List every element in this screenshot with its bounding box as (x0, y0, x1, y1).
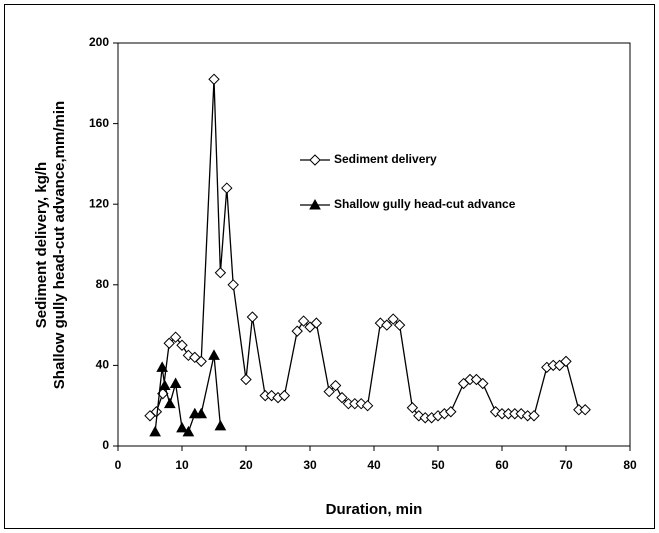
marker (310, 317, 323, 329)
legend-marker (309, 198, 321, 210)
marker (381, 319, 393, 331)
marker (291, 325, 303, 337)
marker (176, 339, 188, 351)
marker (195, 407, 208, 419)
marker (579, 404, 591, 416)
marker (393, 319, 406, 331)
x-tick-label: 10 (175, 458, 189, 472)
marker (208, 73, 220, 85)
marker (560, 355, 572, 368)
frame (4, 4, 655, 529)
y-tick-label: 80 (96, 277, 110, 291)
y-tick-label: 200 (89, 35, 109, 49)
x-tick-label: 40 (367, 458, 381, 472)
x-tick-label: 20 (239, 458, 253, 472)
y-axis-title: Sediment delivery, kg/h (33, 162, 50, 328)
legend-marker (309, 154, 321, 166)
x-tick-label: 60 (495, 458, 509, 472)
marker (361, 399, 374, 412)
x-tick-label: 50 (431, 458, 445, 472)
y-tick-label: 40 (96, 358, 110, 372)
marker (149, 425, 161, 437)
marker (163, 337, 175, 349)
y-tick-label: 160 (89, 116, 109, 130)
marker (406, 402, 419, 414)
marker (323, 385, 335, 398)
marker (329, 379, 342, 392)
y-tick-label: 120 (89, 196, 109, 210)
marker (169, 377, 182, 389)
marker (278, 389, 291, 402)
y-axis-title: Shallow gully head-cut advance,mm/min (51, 101, 68, 389)
marker (221, 182, 233, 194)
marker (158, 379, 171, 391)
y-tick-label: 0 (102, 438, 109, 452)
x-tick-label: 80 (623, 458, 637, 472)
marker (477, 377, 489, 390)
marker (227, 279, 239, 291)
marker (445, 406, 457, 418)
marker (297, 315, 310, 327)
marker (214, 267, 227, 279)
marker (156, 361, 169, 372)
x-tick-label: 30 (303, 458, 317, 472)
marker (182, 425, 195, 437)
marker (387, 313, 399, 325)
x-axis-title: Duration, min (326, 501, 423, 518)
x-tick-label: 0 (115, 458, 122, 472)
marker (528, 410, 540, 422)
marker (176, 421, 188, 433)
marker (163, 397, 176, 409)
marker (169, 331, 182, 343)
marker (208, 349, 220, 360)
x-tick-label: 70 (559, 458, 573, 472)
marker (246, 311, 259, 323)
marker (195, 355, 207, 368)
legend-label: Shallow gully head-cut advance (334, 197, 516, 211)
marker (240, 373, 252, 386)
legend-label: Sediment delivery (334, 152, 437, 166)
marker (336, 391, 348, 404)
marker (214, 419, 227, 431)
